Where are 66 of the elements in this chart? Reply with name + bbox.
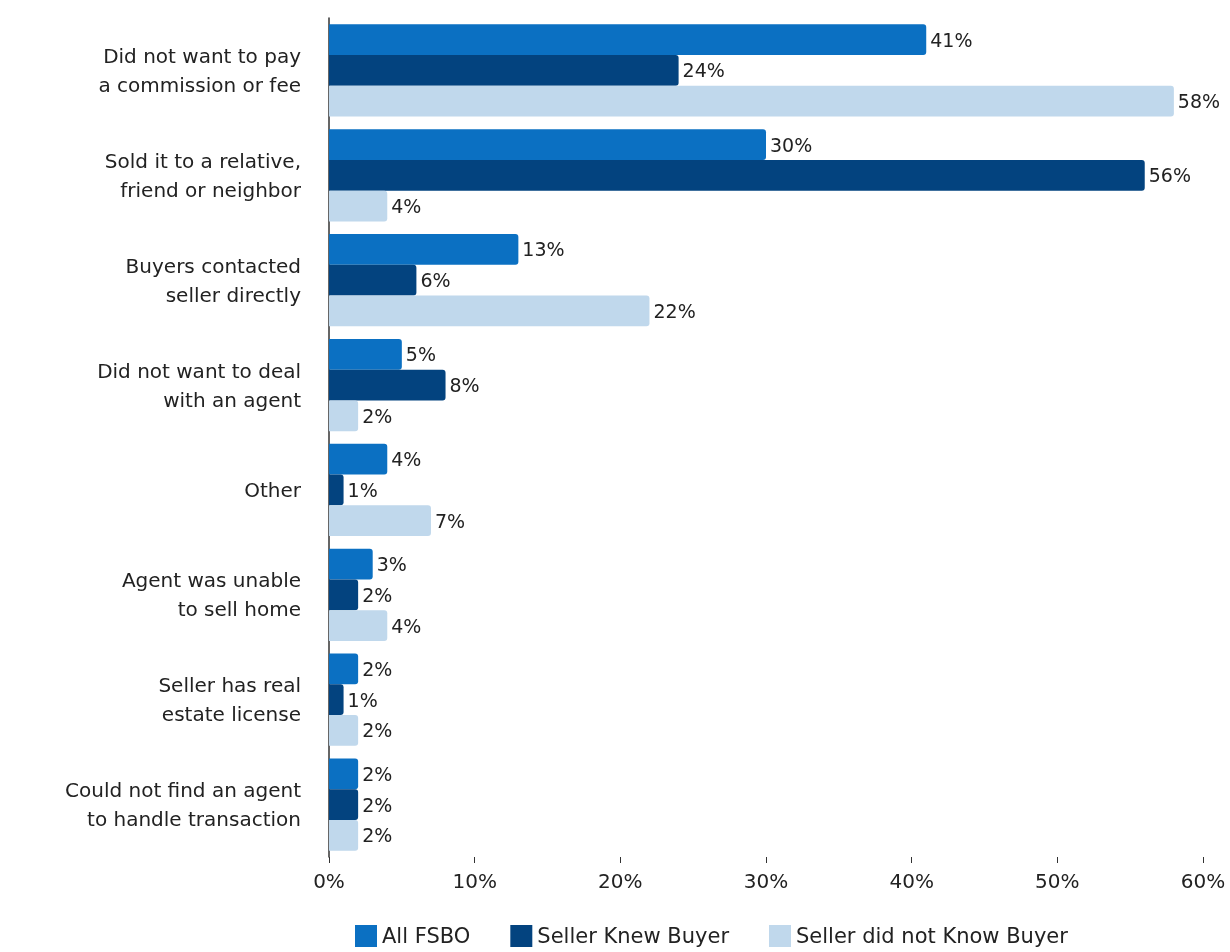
bar <box>329 129 766 160</box>
x-tick-label: 30% <box>743 869 789 893</box>
y-tick-label: Agent was unable to sell home <box>121 568 301 622</box>
data-label: 4% <box>391 448 422 471</box>
y-tick-label: Sold it to a relative, friend or neighbor <box>104 148 302 202</box>
bar <box>329 264 417 296</box>
data-label: 5% <box>405 343 436 366</box>
bar <box>329 234 519 265</box>
bar <box>329 715 359 746</box>
bar <box>329 295 650 327</box>
bar <box>329 190 388 222</box>
bar <box>329 819 359 851</box>
data-label: 1% <box>347 688 378 711</box>
bar <box>329 55 679 86</box>
bar <box>329 474 344 506</box>
data-label: 7% <box>434 509 466 532</box>
bar <box>329 579 359 611</box>
data-label: 13% <box>522 238 565 261</box>
bar <box>329 610 388 641</box>
data-label: 2% <box>362 793 393 816</box>
bar <box>329 24 927 56</box>
x-tick-label: 60% <box>1180 869 1226 893</box>
bar <box>329 443 388 475</box>
data-label: 24% <box>682 59 725 82</box>
x-tick-label: 50% <box>1035 869 1080 893</box>
data-label: 2% <box>362 657 393 680</box>
y-tick-label: Seller has real estate license <box>158 673 301 727</box>
x-tick-label: 40% <box>889 869 934 893</box>
data-label: 2% <box>362 762 393 785</box>
data-label: 8% <box>449 374 480 397</box>
x-tick-label: 20% <box>598 869 643 893</box>
bar <box>329 505 431 537</box>
data-label: 1% <box>347 478 378 501</box>
bar <box>329 159 1145 191</box>
data-label: 6% <box>420 269 451 292</box>
bar <box>329 85 1174 117</box>
data-label: 2% <box>362 824 393 847</box>
y-tick-label: Buyers contacted seller directly <box>125 253 302 307</box>
bar <box>329 758 359 790</box>
data-label: 58% <box>1177 90 1221 113</box>
legend-label: Seller did not Know Buyer <box>796 924 1069 948</box>
y-tick-label: Other <box>244 477 302 502</box>
y-tick-label: Did not want to deal with an agent <box>97 358 302 412</box>
data-label: 4% <box>391 195 422 218</box>
data-label: 4% <box>391 614 422 637</box>
bar <box>329 369 446 401</box>
legend-label: Seller Knew Buyer <box>537 924 730 948</box>
x-tick-label: 10% <box>452 869 497 893</box>
data-label: 56% <box>1148 164 1191 187</box>
data-label: 3% <box>376 553 407 576</box>
data-label: 22% <box>653 299 696 322</box>
x-tick-label: 0% <box>313 869 345 893</box>
y-tick-label: Could not find an agent to handle transaction <box>65 778 302 832</box>
data-label: 2% <box>362 404 393 427</box>
data-label: 2% <box>362 583 393 606</box>
y-tick-label: Did not want to pay a commission or fee <box>98 43 302 97</box>
bar <box>329 789 359 820</box>
bar <box>329 548 373 580</box>
data-label: 30% <box>770 133 813 156</box>
data-label: 2% <box>362 719 393 742</box>
data-label: 41% <box>930 28 973 51</box>
legend-label: All FSBO <box>382 924 471 948</box>
bar <box>329 400 359 432</box>
bar <box>329 338 402 370</box>
bar <box>329 653 359 685</box>
bar <box>329 684 344 716</box>
